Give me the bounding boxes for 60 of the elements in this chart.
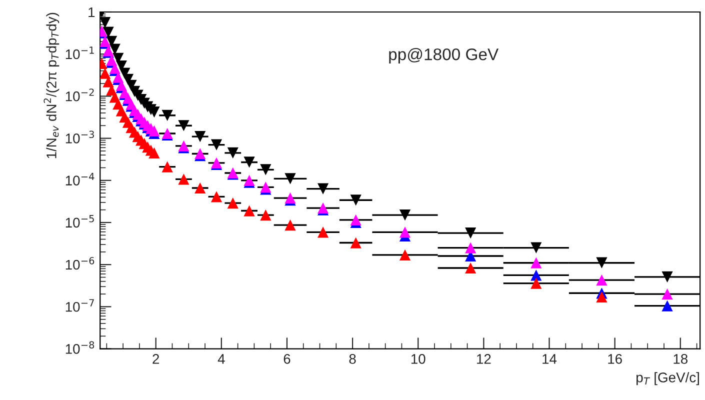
x-tick-label: 14 [542,354,557,364]
point [178,174,190,185]
point [260,210,272,221]
point [194,131,206,142]
point [399,249,411,260]
point [530,242,542,254]
x-axis-title: p$_{T}$ [GeV/c] [636,372,699,386]
point [662,300,673,312]
point [244,205,255,216]
point [350,214,362,226]
point [350,237,362,248]
point [530,257,542,268]
point [465,262,476,274]
point [317,226,329,238]
y-tick-label: 10$^{−6}$ [66,256,94,270]
point [260,164,272,176]
point [465,242,476,254]
x-tick-label: 12 [477,354,491,364]
point [399,226,411,238]
point [284,219,296,231]
y-tick-label: 10$^{−1}$ [66,46,94,60]
point [210,191,222,202]
point [317,183,329,194]
y-tick-label: 1 [88,7,95,18]
point [178,120,190,132]
point [350,194,362,206]
point [148,125,160,136]
point [662,271,673,282]
point [162,110,173,121]
point [399,210,411,221]
y-tick-label: 10$^{−4}$ [66,172,94,186]
point [596,274,608,286]
point [244,156,255,168]
point [210,139,222,150]
point [148,147,160,158]
y-tick-label: 10$^{−7}$ [66,299,94,312]
point [662,288,673,300]
x-tick-label: 6 [284,354,290,364]
point [465,228,476,239]
point [194,182,206,194]
x-tick-label: 4 [218,354,225,364]
point [596,291,608,303]
point [284,173,296,184]
point [596,257,608,268]
point [162,161,173,172]
y-tick-label: 10$^{−8}$ [66,341,94,354]
point [227,147,238,158]
x-tick-label: 18 [674,354,688,364]
point [100,17,111,28]
point [227,197,238,209]
text: 1/N$_{ev}$ dN$^{2}$/(2π p$_{T}$dp$_{T}$dy) [44,12,60,158]
x-tick-label: 16 [608,354,622,364]
point [530,278,542,289]
x-tick-label: 10 [411,354,426,364]
x-tick-label: 8 [349,354,356,364]
y-tick-label: 10$^{−3}$ [66,130,94,144]
annotation: pp@1800 GeV [389,48,499,64]
y-tick-label: 10$^{−2}$ [66,88,94,102]
y-tick-label: 10$^{−5}$ [66,215,94,228]
x-tick-label: 2 [152,354,160,364]
